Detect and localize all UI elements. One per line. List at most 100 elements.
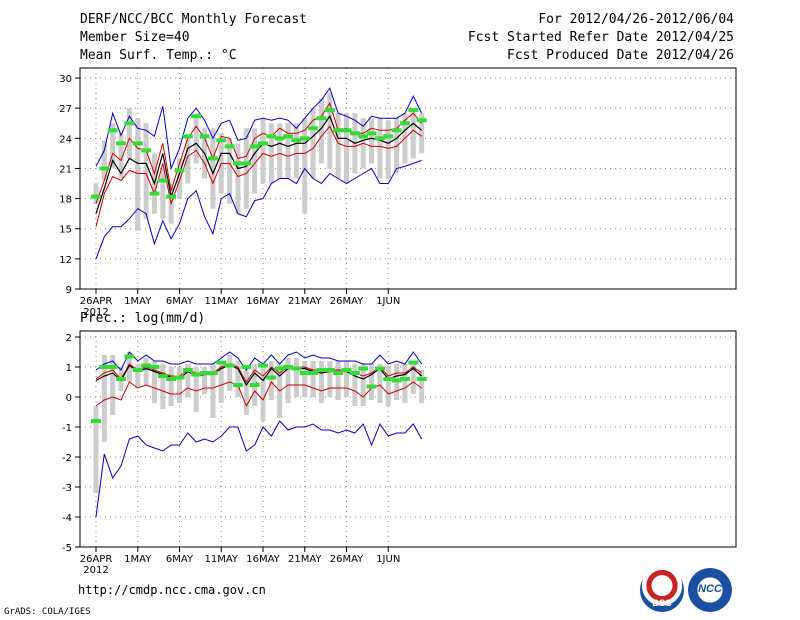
temp-observed-marker — [374, 136, 385, 141]
prec-spread-box — [235, 361, 241, 397]
temp-ytick-label: 21 — [59, 164, 72, 175]
prec-observed-marker — [366, 384, 377, 389]
prec-xtick-label: 6MAY — [166, 554, 194, 565]
temp-spread-box — [369, 118, 375, 164]
temp-spread-box — [268, 123, 274, 184]
temp-spread-box — [160, 168, 166, 219]
temp-observed-marker — [224, 144, 235, 149]
temp-spread-box — [277, 123, 283, 179]
temp-plot-frame — [79, 67, 737, 290]
ncc-logo: NCC — [688, 568, 732, 612]
temp-observed-marker — [316, 116, 327, 121]
prec-observed-marker — [99, 365, 110, 369]
prec-spread-box — [402, 364, 408, 403]
prec-observed-marker — [174, 375, 185, 380]
temp-observed-marker — [358, 134, 369, 139]
prec-observed-marker — [124, 354, 135, 359]
prec-spread-box — [419, 370, 425, 403]
temp-observed-marker — [333, 128, 344, 133]
temp-series-lower-line — [95, 125, 422, 227]
prec-spread-box — [110, 355, 116, 415]
prec-observed-marker — [141, 363, 152, 368]
prec-spread-box — [93, 406, 99, 493]
prec-spread-box — [177, 367, 182, 403]
temp-series-max-line — [95, 86, 423, 171]
temp-observed-marker — [416, 118, 427, 123]
prec-ytick-label: -2 — [62, 453, 72, 464]
prec-spread-box — [126, 352, 132, 382]
prec-spread-box — [344, 361, 349, 397]
prec-spread-box — [410, 361, 416, 394]
prec-observed-marker — [291, 366, 302, 371]
prec-xtick-label: 26APR — [80, 554, 113, 565]
temp-observed-marker — [157, 178, 168, 183]
temp-observed-marker — [191, 114, 202, 119]
prec-xtick-label: 21MAY — [288, 554, 322, 565]
temp-year-label: 2012 — [83, 307, 108, 318]
temp-spread-box — [252, 128, 258, 194]
temp-spread-box — [410, 108, 416, 159]
prec-observed-marker — [349, 371, 360, 375]
temp-observed-marker — [107, 128, 118, 133]
temp-observed-marker — [324, 108, 335, 113]
prec-observed-marker — [308, 371, 319, 375]
temp-observed-marker — [299, 136, 310, 141]
temp-ytick-label: 30 — [59, 74, 72, 85]
temp-spread-box — [310, 108, 316, 179]
temp-observed-marker — [166, 194, 177, 199]
temp-observed-marker — [308, 126, 319, 131]
prec-observed-marker — [116, 377, 127, 381]
temp-observed-marker — [249, 144, 260, 149]
prec-observed-marker — [383, 377, 394, 381]
prec-spread-box — [202, 367, 208, 394]
prec-spread-box — [327, 361, 333, 397]
temp-observed-marker — [291, 138, 302, 143]
bcc-logo: BCC — [640, 568, 684, 612]
prec-series-min-line — [95, 420, 423, 518]
temp-spread-box — [118, 133, 124, 179]
temp-spread-box — [193, 113, 199, 164]
temp-observed-marker — [408, 108, 419, 113]
member-size-label: Member Size=40 — [80, 30, 190, 45]
temp-spread-box — [126, 108, 132, 159]
temp-observed-marker — [366, 131, 377, 136]
temp-observed-marker — [349, 131, 360, 136]
prec-series-lower-line — [95, 381, 422, 408]
prec-observed-marker — [341, 368, 352, 372]
prec-ytick-label: -4 — [62, 513, 72, 524]
prec-ylabel: Prec.: log(mm/d) — [80, 311, 205, 326]
temp-observed-marker — [258, 141, 268, 146]
prec-spread-box — [377, 364, 383, 403]
prec-series-mean-line — [95, 364, 423, 387]
temp-observed-marker — [391, 128, 402, 133]
prec-observed-marker — [358, 366, 369, 371]
prec-spread-box — [360, 364, 366, 406]
prec-spread-box — [101, 355, 107, 442]
prec-observed-marker — [299, 371, 310, 375]
bcc-logo-text: BCC — [652, 598, 672, 608]
prec-observed-marker — [182, 368, 193, 372]
temp-observed-marker — [216, 138, 227, 143]
prec-observed-marker — [199, 371, 210, 375]
temp-spread-box — [318, 98, 324, 164]
prec-spread-box — [285, 358, 291, 403]
prec-spread-box — [318, 361, 324, 403]
temp-observed-marker — [274, 136, 285, 141]
temp-observed-marker — [174, 168, 185, 173]
prec-xtick-label: 26MAY — [330, 554, 364, 565]
prec-series-max-line — [95, 351, 423, 371]
temp-observed-marker — [99, 166, 110, 171]
temp-ytick-label: 27 — [59, 104, 72, 115]
prec-ytick-label: 1 — [66, 363, 72, 374]
prec-observed-marker — [107, 365, 118, 369]
temp-spread-box — [377, 118, 383, 179]
temp-observed-marker — [266, 134, 277, 139]
temp-spread-box — [210, 128, 216, 209]
ncc-logo-text: NCC — [698, 583, 722, 595]
forecast-period-label: For 2012/04/26-2012/06/04 — [538, 12, 734, 27]
prec-ytick-label: 0 — [66, 393, 72, 404]
prec-spread-box — [210, 364, 216, 418]
prec-observed-marker — [408, 360, 419, 365]
source-url[interactable]: http://cmdp.ncc.cma.gov.cn — [78, 583, 266, 597]
prec-spread-box — [151, 361, 157, 403]
